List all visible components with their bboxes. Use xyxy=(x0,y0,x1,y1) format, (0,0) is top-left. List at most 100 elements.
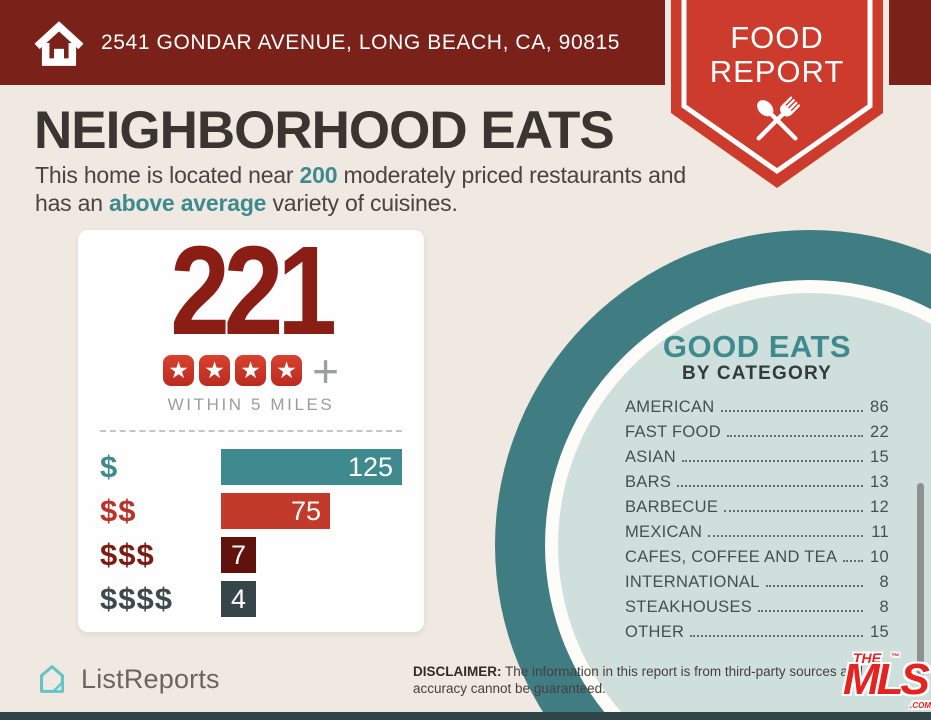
leader-dots xyxy=(690,635,863,637)
category-value: 10 xyxy=(870,548,889,566)
radius-caption: WITHIN 5 MILES xyxy=(167,395,335,414)
list-item: FAST FOOD 22 xyxy=(625,423,889,448)
category-label: STEAKHOUSES xyxy=(625,598,753,616)
restaurant-count-highlight: 200 xyxy=(299,162,338,188)
themls-logo-the: THE xyxy=(853,650,881,666)
listreports-house-icon xyxy=(40,665,64,693)
price-tier-label: $$$ xyxy=(100,537,155,572)
bar-row: $$ 75 xyxy=(100,493,424,529)
list-item: CAFES, COFFEE AND TEA 10 xyxy=(625,548,889,573)
category-label: MEXICAN xyxy=(625,523,703,541)
category-value: 13 xyxy=(870,473,889,491)
star-icon: ★ xyxy=(276,357,297,383)
category-value: 22 xyxy=(870,423,889,441)
price-tier-label: $$$$ xyxy=(100,581,173,616)
list-item: INTERNATIONAL 8 xyxy=(625,573,889,598)
badge-title-line1: FOOD xyxy=(730,20,824,55)
intro-paragraph: This home is located near 200 moderately… xyxy=(35,161,703,217)
summary-card: 221 ★ ★ ★ ★ + WITHIN 5 MILES $125 $$ 75 $$$ 7 $$$… xyxy=(78,220,424,632)
themls-logo-com: .COM xyxy=(910,701,931,710)
bar-row: $$$$ 4 xyxy=(100,581,424,617)
bar: 125 xyxy=(221,449,402,485)
bar-row: $$$ 7 xyxy=(100,537,424,573)
star-icon: ★ xyxy=(168,357,189,383)
leader-dots xyxy=(682,460,863,462)
list-item: AMERICAN 86 xyxy=(625,398,889,423)
intro-text-2b: has an xyxy=(35,190,110,216)
badge-title: FOOD REPORT xyxy=(665,21,889,89)
intro-text-2a: moderately priced restaurants and xyxy=(337,162,687,188)
list-item: OTHER 15 xyxy=(625,623,889,648)
star-tile: ★ xyxy=(199,355,231,386)
list-item: ASIAN 15 xyxy=(625,448,889,473)
category-label: INTERNATIONAL xyxy=(625,573,760,591)
price-tier-label: $ xyxy=(100,449,119,484)
price-tier-label: $$ xyxy=(100,493,137,528)
home-icon xyxy=(34,20,84,66)
category-label: FAST FOOD xyxy=(625,423,721,441)
category-label: AMERICAN xyxy=(625,398,715,416)
themls-logo: THE ™ MLS .COM xyxy=(843,650,931,712)
star-icon: ★ xyxy=(204,357,225,383)
bar-value: 7 xyxy=(230,539,247,570)
bar-value: 4 xyxy=(230,583,247,614)
category-value: 8 xyxy=(879,598,889,616)
category-value: 8 xyxy=(879,573,889,591)
category-value: 15 xyxy=(870,448,889,466)
bar: 7 xyxy=(221,537,256,573)
stars-row: ★ ★ ★ ★ + xyxy=(78,348,424,394)
leader-dots xyxy=(720,410,863,412)
category-list: AMERICAN 86 FAST FOOD 22 ASIAN 15 BARS 13 BARBEC… xyxy=(625,398,889,648)
star-icon: ★ xyxy=(240,357,261,383)
category-value: 12 xyxy=(870,498,889,516)
badge-ribbon-shape xyxy=(665,0,889,196)
leader-dots xyxy=(758,610,863,612)
leader-dots xyxy=(843,560,863,562)
food-report-badge: FOOD REPORT xyxy=(665,0,889,202)
list-item: STEAKHOUSES 8 xyxy=(625,598,889,623)
category-value: 11 xyxy=(871,523,889,541)
bottom-accent-bar xyxy=(0,712,931,720)
property-address: 2541 GONDAR AVENUE, LONG BEACH, CA, 9081… xyxy=(101,30,621,54)
bar-value: 75 xyxy=(290,495,321,526)
leader-dots xyxy=(765,585,863,587)
page-title: NEIGHBORHOOD EATS xyxy=(34,101,615,160)
bar-value: 125 xyxy=(347,451,393,482)
category-value: 15 xyxy=(870,623,889,641)
scrollbar-thumb[interactable] xyxy=(917,483,924,687)
category-label: BARS xyxy=(625,473,672,491)
bar-row: $125 xyxy=(100,449,424,485)
star-tile: ★ xyxy=(163,355,195,386)
leader-dots xyxy=(708,535,863,537)
listreports-wordmark: ListReports xyxy=(81,663,220,694)
star-tile: ★ xyxy=(271,355,303,386)
listreports-logo: ListReports xyxy=(33,660,220,698)
leader-dots xyxy=(726,435,863,437)
variety-highlight: above average xyxy=(109,190,267,216)
category-label: CAFES, COFFEE AND TEA xyxy=(625,548,838,566)
good-eats-subtitle: BY CATEGORY xyxy=(681,363,833,384)
bar: 75 xyxy=(221,493,330,529)
themls-logo-mls: MLS xyxy=(843,655,930,704)
intro-text-1: This home is located near xyxy=(35,162,300,188)
category-label: ASIAN xyxy=(625,448,677,466)
dashed-divider xyxy=(100,430,402,432)
good-eats-panel: GOOD EATS BY CATEGORY AMERICAN 86 FAST FOO… xyxy=(625,331,889,648)
disclaimer-label: DISCLAIMER: xyxy=(413,664,502,679)
leader-dots xyxy=(724,510,863,512)
disclaimer-text: DISCLAIMER: The information in this repo… xyxy=(413,664,863,696)
badge-title-line2: REPORT xyxy=(709,54,845,89)
intro-text-3: variety of cuisines. xyxy=(266,190,458,216)
category-label: OTHER xyxy=(625,623,685,641)
list-item: MEXICAN 11 xyxy=(625,523,889,548)
list-item: BARBECUE 12 xyxy=(625,498,889,523)
category-label: BARBECUE xyxy=(625,498,719,516)
price-tier-bar-chart: $125 $$ 75 $$$ 7 $$$$ 4 xyxy=(78,432,424,617)
category-value: 86 xyxy=(870,398,889,416)
trademark-symbol: ™ xyxy=(891,652,899,661)
good-eats-title: GOOD EATS xyxy=(662,329,852,364)
total-restaurant-count: 221 xyxy=(170,220,338,361)
star-tile: ★ xyxy=(235,355,267,386)
bar: 4 xyxy=(221,581,256,617)
